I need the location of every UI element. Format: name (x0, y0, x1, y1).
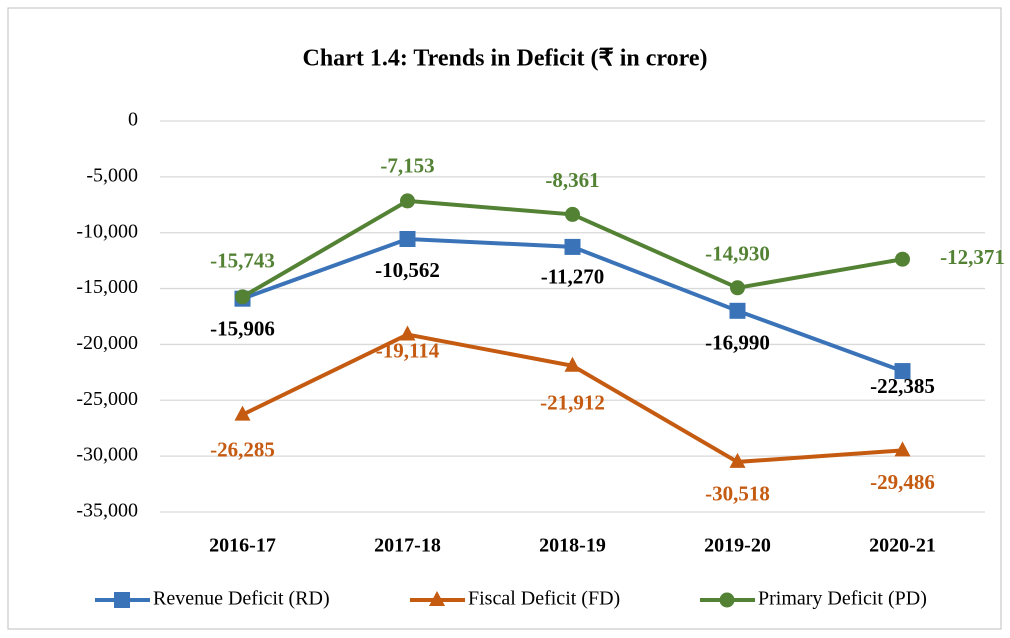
data-label: -10,562 (375, 258, 440, 282)
chart-title: Chart 1.4: Trends in Deficit (₹ in crore… (303, 46, 708, 72)
legend-label: Fiscal Deficit (FD) (468, 588, 620, 610)
data-label: -7,153 (380, 154, 434, 178)
legend-marker (429, 591, 445, 606)
data-label: -26,285 (210, 437, 275, 461)
x-tick-label: 2017-18 (374, 535, 441, 557)
y-tick-label: -30,000 (76, 444, 138, 466)
legend-marker (114, 592, 130, 608)
x-tick-label: 2016-17 (209, 535, 276, 557)
data-label: -12,371 (940, 245, 1005, 269)
data-point (399, 230, 416, 247)
y-tick-label: -25,000 (76, 388, 138, 410)
data-point (235, 289, 250, 305)
data-point (400, 193, 415, 209)
data-point (564, 238, 581, 255)
data-point (729, 302, 746, 319)
data-point (729, 452, 746, 468)
data-label: -15,743 (210, 249, 275, 273)
y-tick-label: 0 (128, 109, 138, 131)
data-point (565, 206, 580, 222)
x-tick-label: 2020-21 (869, 535, 936, 557)
y-tick-label: -10,000 (76, 220, 138, 242)
data-point (730, 280, 745, 296)
legend-label: Revenue Deficit (RD) (153, 588, 330, 610)
data-label: -14,930 (705, 242, 770, 266)
data-label: -11,270 (541, 265, 605, 289)
data-point (564, 356, 581, 372)
chart-border (7, 7, 1002, 630)
data-label: -8,361 (545, 168, 599, 192)
x-tick-label: 2019-20 (704, 535, 771, 557)
x-tick-label: 2018-19 (539, 535, 606, 557)
data-label: -15,906 (210, 317, 275, 341)
y-tick-label: -5,000 (86, 164, 138, 186)
data-label: -19,114 (376, 338, 440, 362)
y-tick-label: -20,000 (76, 332, 138, 354)
data-point (234, 405, 251, 421)
y-tick-label: -35,000 (76, 500, 138, 522)
legend-marker (719, 592, 735, 608)
data-point (399, 325, 416, 341)
data-point (895, 251, 910, 267)
data-label: -29,486 (870, 470, 935, 494)
y-tick-label: -15,000 (76, 276, 138, 298)
data-label: -16,990 (705, 331, 770, 355)
legend-label: Primary Deficit (PD) (758, 588, 927, 610)
data-point (894, 441, 911, 457)
data-label: -21,912 (540, 391, 605, 415)
data-label: -30,518 (705, 482, 770, 506)
data-point (894, 363, 911, 380)
data-label: -22,385 (870, 374, 935, 398)
